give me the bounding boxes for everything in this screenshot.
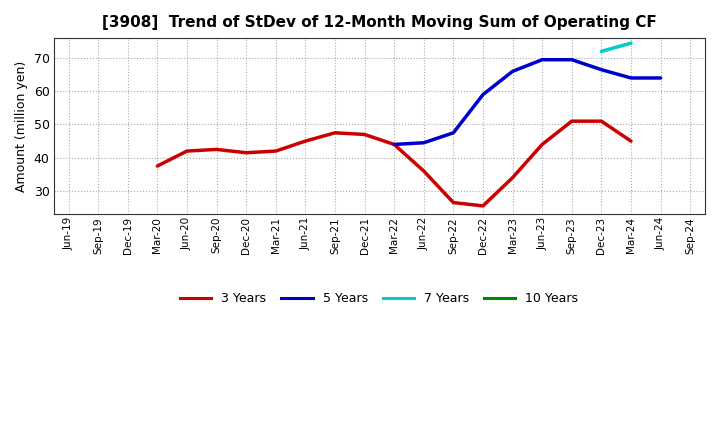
Title: [3908]  Trend of StDev of 12-Month Moving Sum of Operating CF: [3908] Trend of StDev of 12-Month Moving…	[102, 15, 657, 30]
Y-axis label: Amount (million yen): Amount (million yen)	[15, 61, 28, 192]
Legend: 3 Years, 5 Years, 7 Years, 10 Years: 3 Years, 5 Years, 7 Years, 10 Years	[175, 287, 583, 310]
